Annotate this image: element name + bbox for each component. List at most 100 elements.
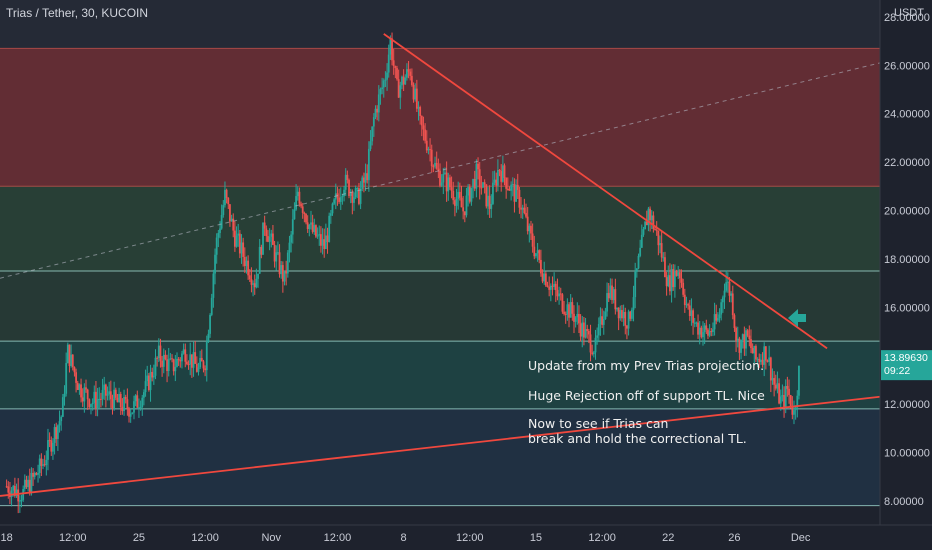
candle-body [272,233,274,245]
candle-body [71,354,74,368]
candle-body [303,212,306,214]
candle-body [452,190,455,201]
x-tick-label: 22 [662,532,674,544]
candle-body [349,192,352,196]
candle-body [215,237,218,255]
candle-body [268,236,271,242]
candle-body [159,345,162,361]
candle-body [273,244,276,262]
candle-body [667,275,670,287]
candle-body [538,250,541,260]
zone-top [0,0,880,49]
candle-body [235,235,238,247]
candle-body [22,488,25,500]
candle-body [463,211,466,216]
candle-body [531,233,534,247]
candle-body [622,311,625,319]
zones-layer [0,0,880,506]
candle-body [301,206,304,213]
candle-body [548,286,551,290]
candle-body [118,394,120,403]
candle-body [396,68,398,80]
candle-body [320,234,322,246]
candle-body [217,233,220,238]
candle-body [238,233,241,254]
candle-body [713,314,716,330]
candle-body [328,215,331,242]
candle-body [723,290,726,298]
candle-body [495,179,498,186]
candle-body [404,77,407,85]
price-axis-panel[interactable] [880,0,932,525]
candle-body [278,252,281,275]
candle-body [410,75,413,85]
candle-body [177,358,180,361]
candle-body [586,329,589,331]
candle-body [86,389,89,400]
candle-body [439,170,441,186]
candle-body [7,486,10,493]
candle-body [70,354,73,366]
candle-body [500,171,503,182]
candle-body [106,394,109,396]
candle-body [40,458,43,466]
candle-body [472,178,474,188]
candle-body [240,242,243,254]
candle-body [376,108,379,113]
candle-body [480,187,483,189]
candle-body [224,189,226,206]
candle-body [126,399,129,409]
candle-body [794,407,797,411]
candle-body [200,357,203,362]
candle-body [50,440,53,452]
candle-body [559,293,562,295]
support-trendline [0,395,881,497]
candle-body [315,225,317,237]
candle-body [670,269,673,292]
candle-body [483,182,486,185]
candle-body [194,352,197,364]
candle-body [300,203,302,207]
candle-body [305,213,307,223]
x-tick-label: 12:00 [191,532,219,544]
candle-body [229,204,231,222]
candle-body [798,365,800,396]
candle-body [505,177,508,189]
candle-body [781,395,784,397]
candle-body [450,187,453,191]
candle-body [721,297,724,303]
candle-body [391,38,393,61]
candle-body [525,213,527,217]
candle-body [15,489,18,496]
candle-body [68,344,71,366]
candle-body [629,311,632,319]
candle-body [492,182,494,204]
candle-body [627,311,630,329]
candle-body [133,401,135,413]
x-tick-label: 12:00 [588,532,616,544]
candle-body [771,378,774,381]
time-axis-panel[interactable] [0,525,932,550]
candle-body [321,239,324,246]
candle-body [354,188,357,198]
candle-body [263,222,266,229]
candle-body [594,337,597,353]
candle-body [558,293,560,297]
candle-body [346,174,349,180]
x-tick-label: 12:00 [59,532,87,544]
candle-body [736,338,739,341]
candle-body [662,257,665,259]
candle-body [606,293,608,312]
candle-body [640,234,643,248]
zone-support [0,341,880,409]
candle-body [276,252,279,254]
candle-body [695,322,698,324]
candle-body [13,485,16,496]
candle-body [690,310,693,317]
candle-body [597,324,600,336]
candle-body [569,302,572,318]
candle-body [363,177,365,183]
annotation-line-4: break and hold the correctional TL. [528,431,747,446]
